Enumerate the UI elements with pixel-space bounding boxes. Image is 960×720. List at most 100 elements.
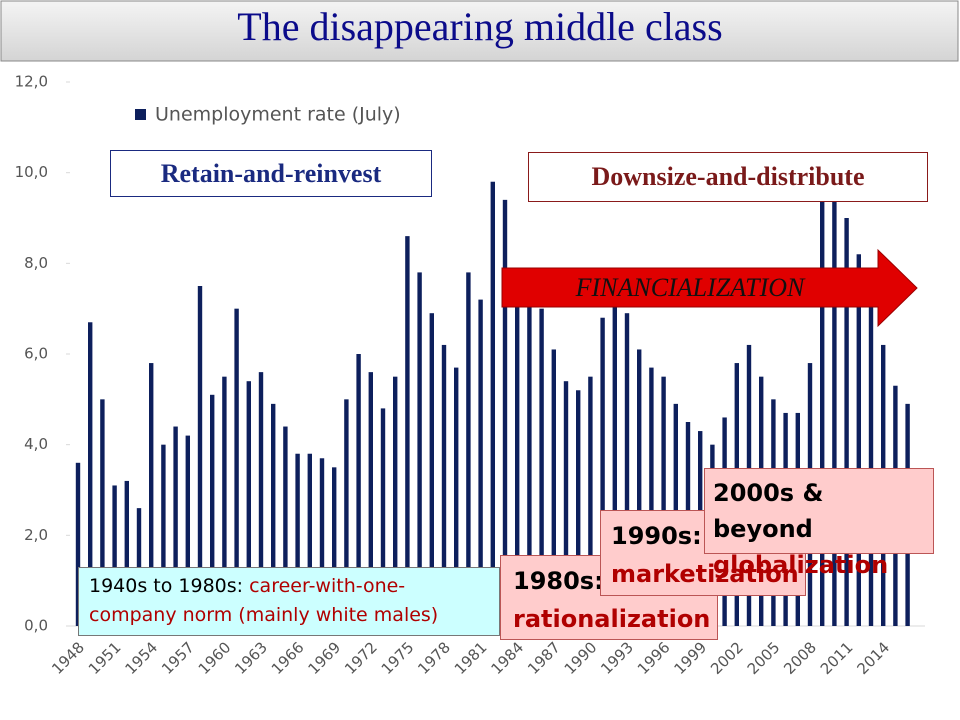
y-tick-label: 2,0: [24, 526, 48, 544]
bar: [161, 444, 166, 626]
bar: [295, 453, 300, 626]
bar: [234, 308, 239, 626]
bar: [539, 308, 544, 626]
bar: [612, 276, 617, 626]
legend-label: Unemployment rate (July): [155, 104, 401, 126]
bar: [441, 344, 447, 626]
bar: [75, 462, 81, 626]
bar: [502, 199, 508, 626]
annotation-text: FINANCIALIZATION: [575, 273, 805, 302]
x-tick-label: 2011: [817, 638, 857, 678]
x-tick-label: 1972: [341, 638, 381, 678]
bar: [88, 322, 93, 626]
annotation-label: 1940s to 1980s:: [89, 575, 244, 597]
y-tick-label: 6,0: [24, 345, 48, 363]
bar: [661, 376, 666, 626]
bar: [173, 426, 178, 626]
bar: [551, 349, 556, 626]
annotation: 1940s to 1980s: career-with-one-company …: [78, 567, 500, 636]
annotation-text: Downsize-and-distribute: [591, 162, 865, 191]
x-tick-label: 1957: [158, 638, 198, 678]
annotation: FINANCIALIZATION: [502, 268, 878, 307]
bar: [490, 181, 495, 626]
y-tick-label: 0,0: [24, 617, 48, 635]
bar: [868, 295, 874, 626]
x-tick-label: 1996: [634, 638, 674, 678]
bar: [124, 480, 129, 626]
annotation-text: rationalization: [513, 605, 711, 633]
bar: [393, 376, 398, 626]
bar: [588, 376, 593, 626]
annotation: Retain-and-reinvest: [110, 150, 432, 197]
bar: [283, 426, 288, 626]
x-tick-label: 1963: [231, 638, 271, 678]
x-tick-label: 1984: [487, 638, 527, 678]
bar: [368, 372, 373, 626]
annotation-text: globalization: [713, 551, 889, 579]
title-bar: [0, 0, 959, 62]
bar: [466, 272, 471, 626]
bar: [319, 458, 325, 626]
bar: [429, 313, 434, 626]
annotation-text: marketization: [611, 560, 799, 588]
bar: [417, 272, 422, 626]
annotation: 2000s & beyond globalization: [704, 468, 934, 579]
y-tick-label: 12,0: [15, 73, 48, 91]
bar: [576, 390, 581, 626]
bar: [271, 403, 276, 626]
bar: [210, 394, 215, 626]
y-tick-label: 8,0: [24, 254, 48, 272]
x-tick-label: 1978: [414, 638, 454, 678]
chart-title: The disappearing middle class: [237, 4, 722, 49]
annotation-label: 2000s & beyond: [713, 479, 824, 543]
legend-swatch: [135, 109, 146, 120]
y-tick-label: 4,0: [24, 435, 48, 453]
bar: [856, 254, 861, 626]
annotation-text: career-with-one-company norm (mainly whi…: [89, 575, 439, 626]
x-tick-label: 1969: [304, 638, 344, 678]
x-tick-label: 1993: [597, 638, 637, 678]
x-tick-label: 1990: [561, 638, 601, 678]
x-tick-label: 2008: [780, 638, 820, 678]
bar: [246, 381, 251, 626]
x-tick-label: 1981: [451, 638, 491, 678]
annotation-text: Retain-and-reinvest: [160, 159, 382, 188]
bar: [344, 399, 349, 626]
bar: [649, 367, 654, 626]
bar: [332, 467, 337, 626]
bar: [405, 236, 410, 626]
bar: [637, 349, 642, 626]
bar: [527, 290, 532, 626]
bar: [478, 299, 483, 626]
bar: [112, 485, 117, 626]
x-tick-label: 1966: [268, 638, 308, 678]
bar: [307, 453, 312, 626]
bar: [454, 367, 459, 626]
x-tick-label: 1987: [524, 638, 564, 678]
bar: [258, 372, 264, 626]
x-tick-label: 1951: [85, 638, 125, 678]
bar: [600, 317, 605, 626]
bar: [380, 408, 386, 626]
bar: [185, 435, 190, 626]
arrow: [501, 248, 918, 328]
bar: [832, 199, 837, 626]
bar: [563, 381, 569, 626]
x-tick-label: 1948: [48, 638, 88, 678]
annotation-label: 1990s:: [611, 522, 702, 550]
bar: [844, 218, 849, 626]
bar: [820, 195, 825, 627]
x-tick-label: 1999: [670, 638, 710, 678]
x-tick-label: 2002: [707, 638, 747, 678]
bar: [515, 286, 520, 626]
annotation-label: 1980s:: [513, 567, 604, 595]
x-tick-label: 1954: [121, 638, 161, 678]
x-tick-label: 1975: [378, 638, 418, 678]
x-tick-label: 2014: [853, 638, 893, 678]
bar: [100, 399, 105, 626]
bar: [356, 354, 361, 626]
bar: [222, 376, 227, 626]
bar: [624, 313, 630, 626]
x-tick-label: 2005: [744, 638, 784, 678]
